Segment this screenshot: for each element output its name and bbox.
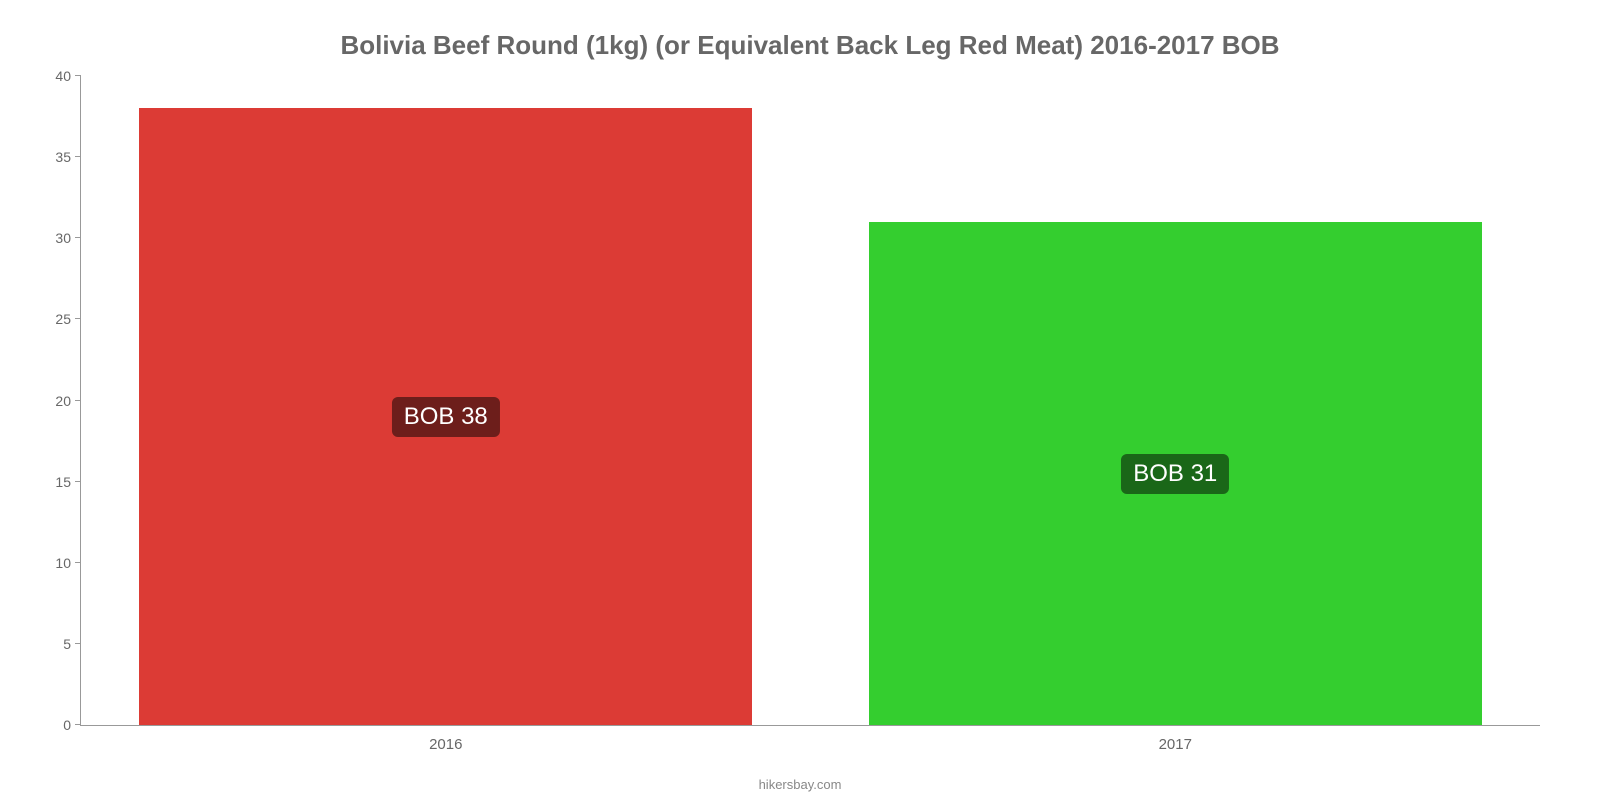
y-tick-mark	[75, 400, 81, 401]
x-axis-labels: 20162017	[81, 736, 1540, 753]
y-tick-label: 15	[55, 474, 71, 490]
x-axis-label: 2017	[811, 736, 1541, 753]
bars-area: BOB 38 BOB 31	[81, 76, 1540, 725]
bar-value-label: BOB 38	[392, 397, 500, 437]
y-tick-label: 35	[55, 149, 71, 165]
y-axis: 0510152025303540	[31, 76, 81, 725]
bar-value-label: BOB 31	[1121, 454, 1229, 494]
y-tick-mark	[75, 481, 81, 482]
y-tick-label: 10	[55, 555, 71, 571]
y-tick-label: 5	[63, 636, 71, 652]
y-tick-mark	[75, 562, 81, 563]
y-tick-label: 30	[55, 230, 71, 246]
chart-title: Bolivia Beef Round (1kg) (or Equivalent …	[80, 30, 1540, 61]
y-tick-mark	[75, 156, 81, 157]
bar-slot: BOB 31	[811, 76, 1541, 725]
bar-slot: BOB 38	[81, 76, 811, 725]
bar: BOB 38	[139, 108, 752, 725]
y-tick-label: 40	[55, 68, 71, 84]
y-tick-label: 0	[63, 717, 71, 733]
y-tick-label: 25	[55, 311, 71, 327]
y-tick-mark	[75, 318, 81, 319]
bar: BOB 31	[869, 222, 1482, 725]
attribution-text: hikersbay.com	[759, 777, 842, 792]
x-axis-label: 2016	[81, 736, 811, 753]
y-tick-mark	[75, 643, 81, 644]
y-tick-mark	[75, 75, 81, 76]
y-tick-mark	[75, 724, 81, 725]
chart-container: Bolivia Beef Round (1kg) (or Equivalent …	[0, 0, 1600, 800]
plot-area: 0510152025303540 BOB 38BOB 31 20162017	[80, 76, 1540, 726]
y-tick-label: 20	[55, 393, 71, 409]
y-tick-mark	[75, 237, 81, 238]
